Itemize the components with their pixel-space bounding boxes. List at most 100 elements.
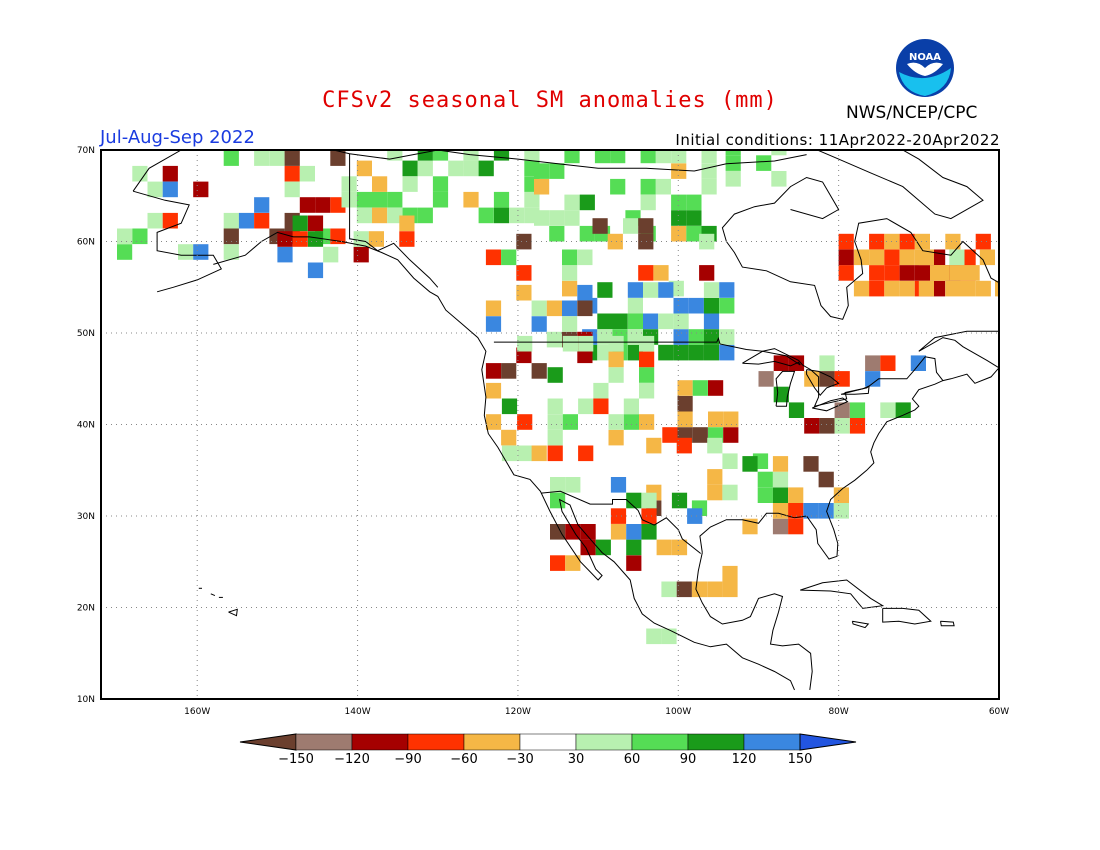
anomaly-cell — [534, 210, 550, 226]
anomaly-cell — [562, 300, 578, 317]
colorbar-swatch — [351, 733, 409, 751]
coastline-segment — [800, 579, 885, 609]
anomaly-cell — [524, 191, 540, 208]
anomaly-cell — [417, 150, 433, 161]
anomaly-cell — [509, 207, 525, 224]
anomaly-cell — [819, 418, 835, 434]
anomaly-cell — [627, 282, 643, 298]
anomaly-cell — [641, 524, 657, 540]
anomaly-cell — [626, 539, 642, 556]
anomaly-cell — [564, 194, 580, 211]
anomaly-cell — [117, 244, 133, 260]
anomaly-cell — [756, 155, 772, 171]
anomaly-cell — [895, 402, 911, 418]
coastline-segment — [210, 593, 216, 597]
anomaly-cell — [493, 191, 510, 208]
anomaly-cell — [803, 456, 819, 472]
colorbar-swatch — [463, 733, 521, 751]
anomaly-cell — [975, 233, 991, 250]
anomaly-cell — [485, 316, 502, 332]
anomaly-cell — [677, 395, 693, 412]
anomaly-cell — [640, 194, 656, 211]
anomaly-cell — [719, 329, 735, 345]
anomaly-cell — [299, 197, 315, 213]
anomaly-cell — [671, 150, 687, 164]
anomaly-cell — [949, 265, 965, 281]
anomaly-cell — [639, 351, 655, 368]
anomaly-cell — [838, 249, 854, 266]
coastline-segment — [725, 218, 999, 320]
anomaly-cell — [865, 371, 881, 387]
anomaly-cell — [549, 163, 565, 179]
anomaly-cell — [676, 581, 692, 598]
anomaly-cell — [607, 233, 623, 250]
anomaly-cell — [818, 503, 834, 519]
colorbar-label: 90 — [680, 752, 697, 767]
anomaly-cell — [610, 150, 626, 164]
y-axis-ticks: 10N 20N 30N 40N 50N 60N 70N — [77, 146, 95, 705]
anomaly-cell — [671, 225, 687, 242]
anomaly-cell — [577, 300, 593, 317]
anomaly-cell — [549, 225, 565, 242]
anomaly-cell — [707, 469, 723, 485]
anomaly-cell — [771, 150, 787, 156]
anomaly-cell — [884, 280, 900, 297]
anomaly-cell — [608, 351, 624, 368]
y-tick-label: 40N — [77, 421, 95, 431]
colorbar-swatch — [631, 733, 689, 751]
anomaly-cell — [692, 380, 708, 396]
anomaly-cell — [579, 194, 595, 211]
anomaly-cell — [516, 233, 532, 250]
anomaly-cell — [516, 284, 532, 301]
anomaly-cell — [594, 150, 611, 164]
anomaly-cell — [673, 297, 689, 314]
anomaly-cell — [853, 249, 870, 266]
anomaly-cell — [742, 456, 758, 472]
anomaly-cell — [833, 503, 849, 519]
anomaly-cell — [531, 363, 547, 379]
anomaly-cell — [688, 297, 704, 314]
anomaly-cell — [658, 282, 674, 298]
anomaly-cell — [640, 178, 656, 195]
anomaly-cell — [547, 429, 563, 446]
anomaly-cell — [869, 249, 885, 266]
anomaly-cell — [995, 280, 999, 297]
anomaly-cell — [387, 207, 403, 224]
anomaly-cell — [597, 313, 613, 330]
anomaly-cell — [949, 249, 965, 266]
anomaly-cell — [979, 249, 995, 266]
anomaly-cell — [432, 191, 449, 208]
anomaly-cell — [719, 344, 735, 361]
anomaly-cell — [703, 282, 720, 298]
anomaly-cell — [626, 492, 642, 509]
anomaly-cell — [132, 165, 148, 182]
anomaly-cell — [610, 524, 627, 540]
anomaly-cell — [960, 280, 976, 297]
colorbar-label: 30 — [568, 752, 585, 767]
anomaly-cell — [284, 150, 300, 166]
anomaly-cell — [531, 300, 547, 317]
anomaly-cell — [372, 207, 388, 224]
anomaly-cell — [463, 191, 479, 208]
anomaly-cell — [639, 382, 655, 399]
anomaly-cell — [899, 265, 915, 281]
anomaly-cell — [918, 249, 934, 266]
colorbar-swatch — [575, 733, 633, 751]
anomaly-cell — [722, 453, 738, 469]
anomaly-cell — [719, 282, 735, 298]
coastline-segment — [721, 176, 840, 242]
anomaly-cell — [284, 165, 300, 182]
anomaly-cell — [485, 382, 502, 399]
anomaly-cell — [284, 150, 300, 151]
anomaly-cell — [448, 160, 464, 177]
colorbar-swatch — [519, 733, 577, 751]
y-tick-label: 50N — [77, 329, 95, 339]
anomaly-cell — [676, 437, 692, 454]
logo-text: NOAA — [909, 52, 941, 63]
anomaly-cell — [899, 249, 915, 266]
coastline-segment — [882, 607, 932, 625]
agency-label: NWS/NCEP/CPC — [846, 103, 978, 123]
anomaly-cell — [914, 265, 930, 281]
anomaly-cell — [819, 371, 835, 387]
season-label: Jul-Aug-Sep 2022 — [100, 127, 255, 148]
